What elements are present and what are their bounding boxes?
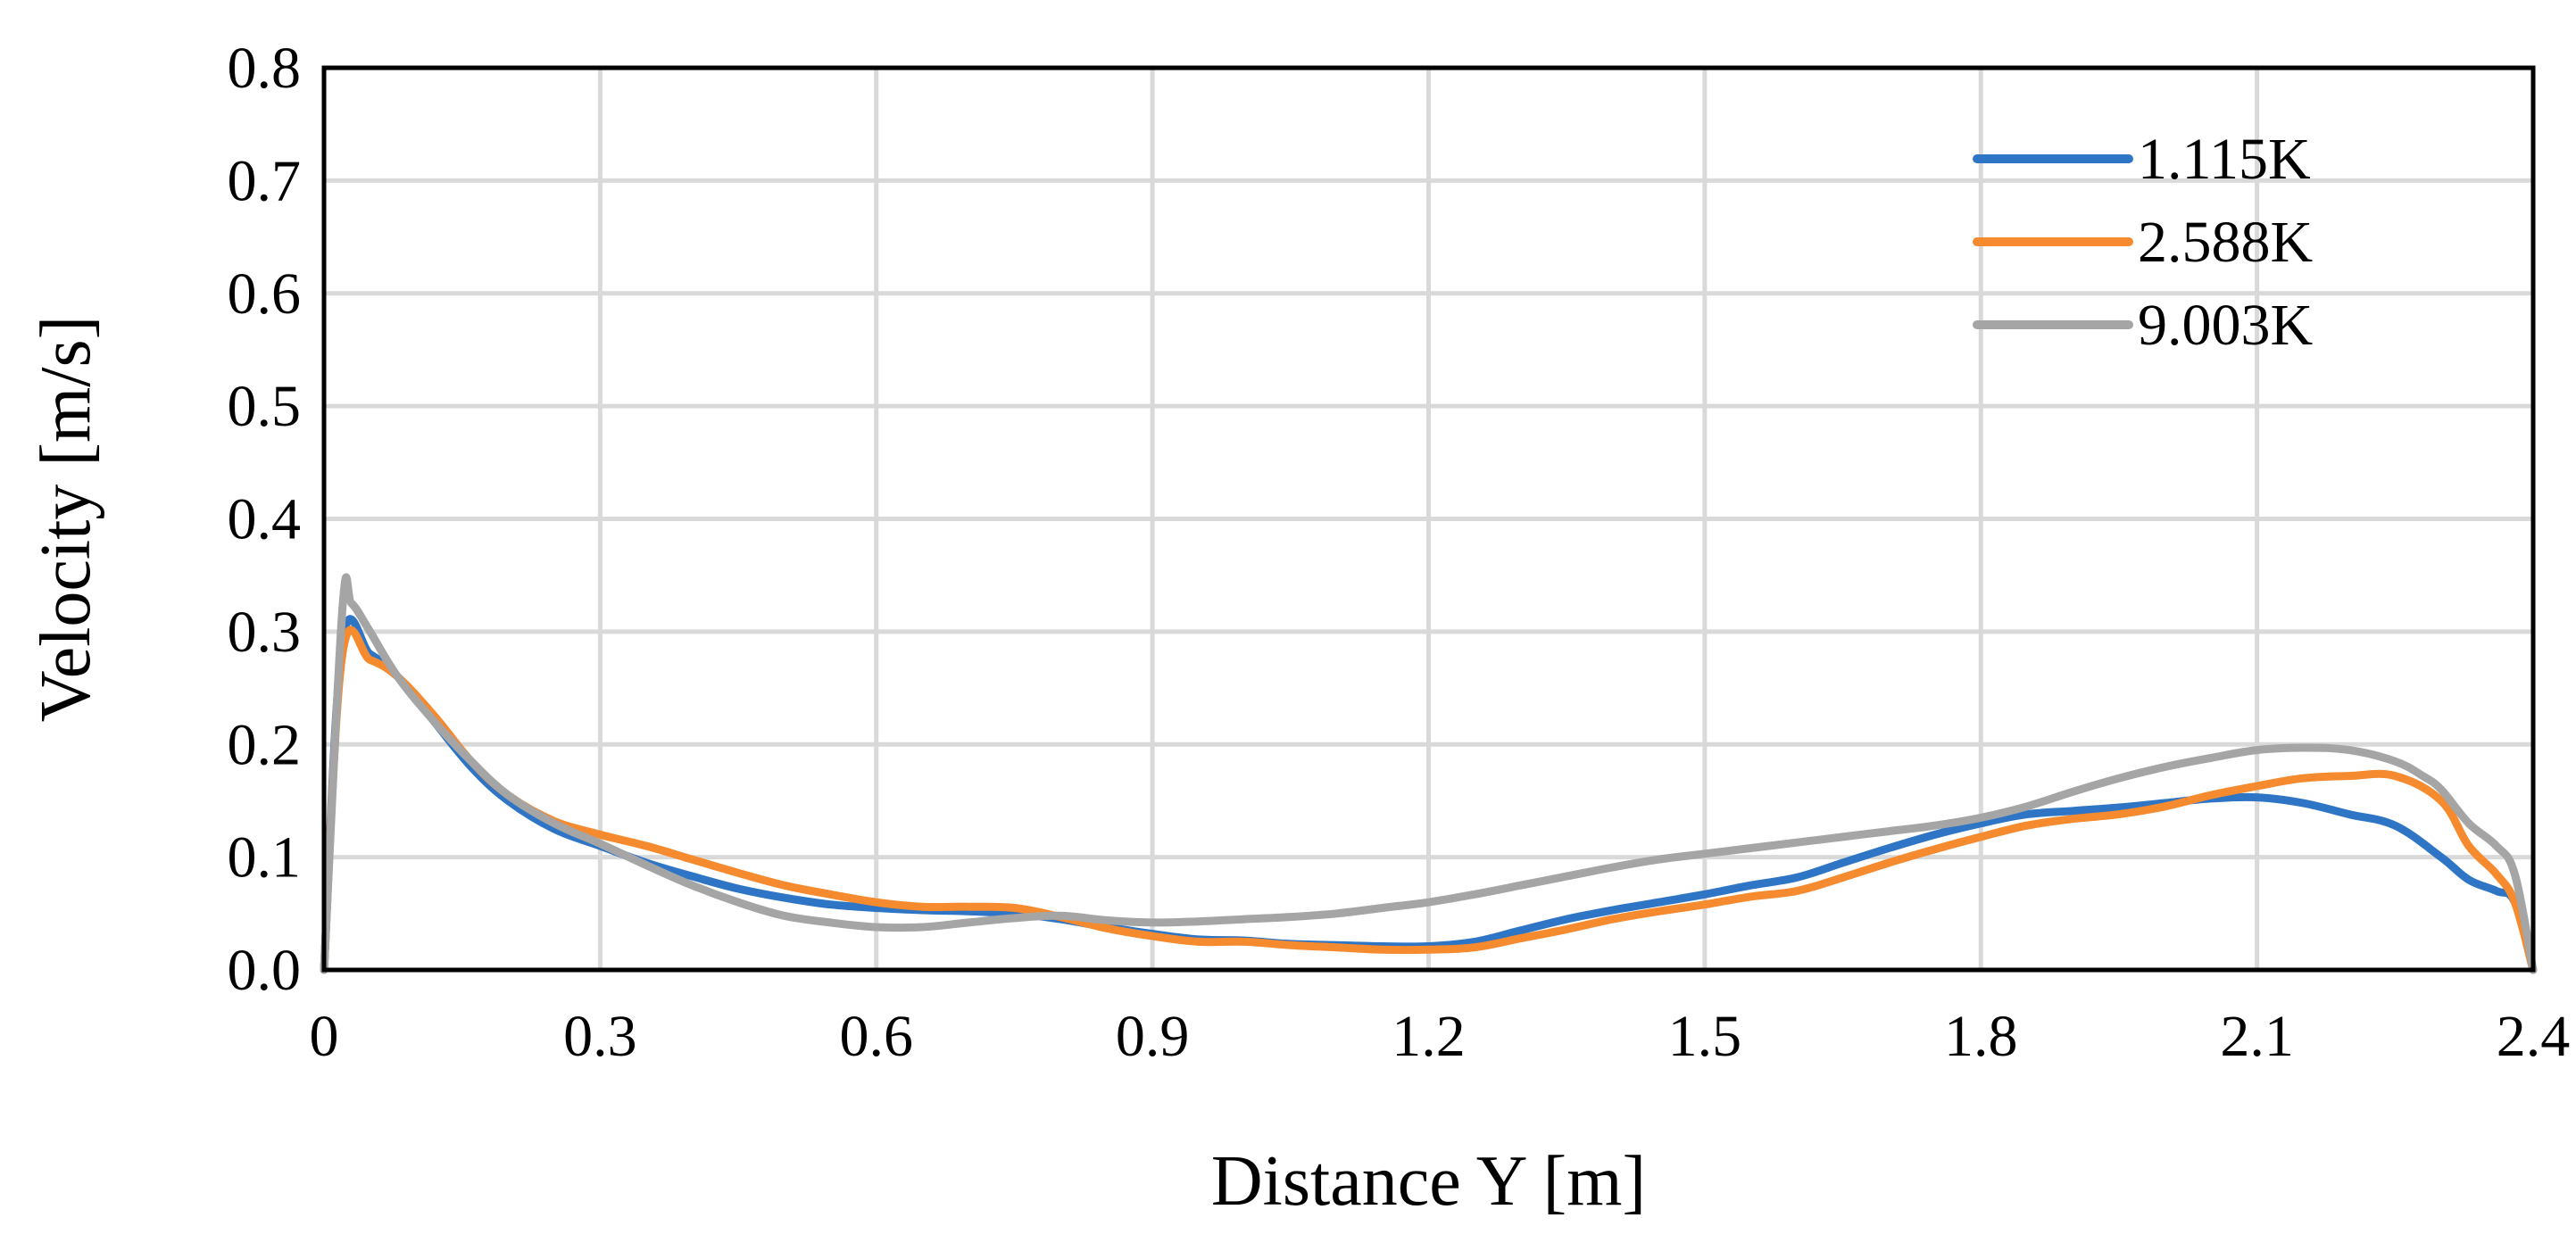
x-tick-label: 1.5 bbox=[1668, 1004, 1742, 1069]
y-tick-label: 0.3 bbox=[228, 600, 302, 665]
y-tick-label: 0.2 bbox=[228, 712, 302, 777]
legend-label: 1.115K bbox=[2138, 127, 2311, 192]
y-tick-label: 0.0 bbox=[228, 938, 302, 1003]
y-tick-label: 0.8 bbox=[228, 36, 302, 101]
legend-label: 2.588K bbox=[2138, 210, 2313, 275]
y-axis-ticks: 0.0 0.1 0.2 0.3 0.4 0.5 0.6 0.7 0.8 bbox=[228, 36, 302, 1003]
x-tick-label: 0.9 bbox=[1116, 1004, 1190, 1069]
legend-label: 9.003K bbox=[2138, 293, 2313, 358]
x-axis-title: Distance Y [m] bbox=[1211, 1142, 1646, 1221]
legend: 1.115K 2.588K 9.003K bbox=[1973, 127, 2313, 358]
x-tick-label: 0.3 bbox=[563, 1004, 637, 1069]
y-axis-title: Velocity [m/s] bbox=[27, 316, 105, 722]
legend-item-1.115K: 1.115K bbox=[1973, 127, 2311, 192]
legend-item-2.588K: 2.588K bbox=[1973, 210, 2313, 275]
legend-item-9.003K: 9.003K bbox=[1973, 293, 2313, 358]
y-tick-label: 0.1 bbox=[228, 825, 302, 891]
x-tick-label: 0 bbox=[310, 1004, 339, 1069]
plot-area-border bbox=[321, 65, 2536, 973]
y-tick-label: 0.7 bbox=[228, 148, 302, 213]
series-9.003K bbox=[320, 573, 2538, 974]
x-tick-label: 2.4 bbox=[2497, 1004, 2571, 1069]
series-lines bbox=[320, 573, 2538, 974]
y-tick-label: 0.6 bbox=[228, 261, 302, 327]
x-tick-label: 2.1 bbox=[2220, 1004, 2294, 1069]
y-tick-label: 0.5 bbox=[228, 374, 302, 439]
series-line-9.003K bbox=[320, 573, 2538, 974]
x-axis-ticks: 0 0.3 0.6 0.9 1.2 1.5 1.8 2.1 2.4 bbox=[310, 1004, 2571, 1069]
y-tick-label: 0.4 bbox=[228, 487, 302, 552]
x-tick-label: 1.8 bbox=[1944, 1004, 2018, 1069]
x-tick-label: 1.2 bbox=[1392, 1004, 1466, 1069]
x-tick-label: 0.6 bbox=[840, 1004, 914, 1069]
